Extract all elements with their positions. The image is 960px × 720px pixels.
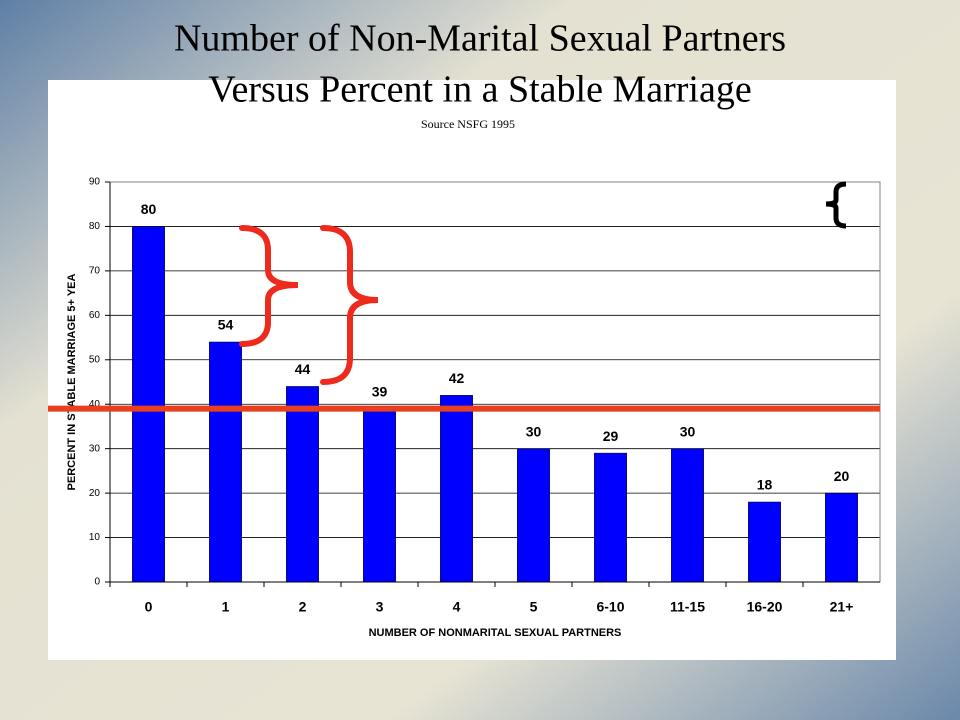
- bar: [440, 395, 473, 583]
- data-label: 18: [757, 477, 773, 493]
- x-tick-label: 6-10: [596, 599, 624, 615]
- data-label: 29: [603, 428, 619, 444]
- y-tick-label: 90: [89, 177, 101, 188]
- bar: [671, 448, 704, 583]
- x-tick-label: 11-15: [670, 599, 705, 615]
- brace: [320, 225, 379, 385]
- brace: [239, 225, 299, 347]
- brace: [825, 181, 847, 229]
- data-label: 30: [526, 423, 542, 439]
- x-tick-label: 3: [376, 599, 384, 615]
- data-label: 39: [372, 383, 388, 399]
- y-tick-label: 0: [94, 577, 100, 588]
- x-tick-label: 16-20: [747, 599, 783, 615]
- x-tick-label: 2: [299, 599, 307, 615]
- bar: [363, 408, 396, 583]
- y-tick-label: 20: [89, 488, 101, 499]
- x-tick-label: 4: [453, 599, 461, 615]
- y-tick-label: 10: [89, 532, 101, 543]
- bar: [517, 448, 550, 583]
- chart-title: Number of Non-Marital Sexual Partners: [174, 18, 786, 60]
- bar: [748, 501, 781, 583]
- y-tick-label: 80: [89, 221, 101, 232]
- y-tick-label: 50: [89, 354, 101, 365]
- bar: [209, 341, 242, 583]
- data-label: 54: [218, 317, 234, 333]
- bar: [594, 452, 627, 583]
- x-tick-label: 0: [145, 599, 153, 615]
- y-axis-title: PERCENT IN STABLE MARRIAGE 5+ YEA: [66, 274, 78, 491]
- x-axis-title: NUMBER OF NONMARITAL SEXUAL PARTNERS: [369, 627, 622, 639]
- chart-title: Versus Percent in a Stable Marriage: [208, 69, 751, 111]
- data-label: 30: [680, 423, 696, 439]
- x-tick-label: 5: [530, 599, 538, 615]
- bar: [286, 386, 319, 583]
- y-tick-label: 30: [89, 443, 101, 454]
- chart-subtitle: Source NSFG 1995: [421, 117, 515, 131]
- bar: [825, 492, 858, 583]
- plot-area: 0 10 20 30 40 50 60 70 80 90 0 80 1 54 2 44 3 39 4 42 5 30 6-1…: [89, 177, 881, 615]
- y-tick-label: 60: [89, 310, 101, 321]
- data-label: 44: [295, 361, 311, 377]
- data-label: 80: [141, 201, 157, 217]
- data-label: 42: [449, 370, 465, 386]
- x-tick-label: 1: [222, 599, 230, 615]
- data-label: 20: [834, 468, 850, 484]
- y-tick-label: 70: [89, 266, 101, 277]
- y-tick-label: 40: [89, 399, 101, 410]
- x-tick-label: 21+: [830, 599, 854, 615]
- bar: [132, 226, 165, 583]
